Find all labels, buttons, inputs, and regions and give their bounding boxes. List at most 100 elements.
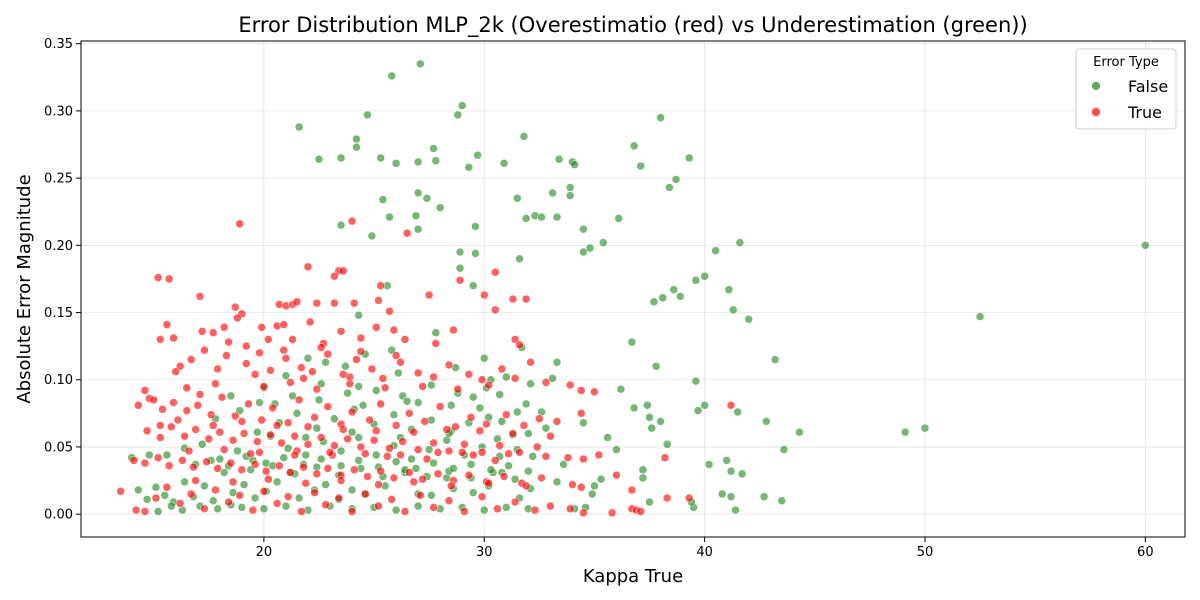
data-point-false bbox=[519, 132, 529, 141]
data-point-true bbox=[541, 452, 551, 461]
data-point-true bbox=[153, 273, 163, 282]
data-point-false bbox=[548, 188, 557, 198]
data-point-false bbox=[669, 285, 679, 294]
data-point-true bbox=[224, 497, 233, 507]
data-point-false bbox=[391, 505, 401, 515]
data-point-false bbox=[596, 474, 606, 484]
data-point-true bbox=[383, 452, 392, 461]
data-point-false bbox=[658, 293, 667, 302]
data-point-false bbox=[649, 297, 659, 307]
data-point-true bbox=[475, 426, 485, 436]
data-point-true bbox=[444, 496, 454, 505]
data-point-false bbox=[301, 450, 311, 460]
data-point-false bbox=[638, 473, 648, 483]
data-point-true bbox=[208, 328, 218, 337]
data-point-true bbox=[156, 421, 165, 430]
data-point-true bbox=[352, 355, 361, 364]
data-point-true bbox=[510, 497, 520, 507]
data-point-true bbox=[356, 442, 366, 452]
data-point-false bbox=[354, 310, 363, 320]
data-point-true bbox=[195, 292, 205, 301]
data-point-true bbox=[283, 492, 293, 501]
data-point-true bbox=[235, 491, 244, 500]
data-point-true bbox=[297, 363, 306, 372]
data-point-false bbox=[726, 466, 736, 476]
data-point-true bbox=[576, 409, 586, 418]
data-point-true bbox=[224, 337, 233, 347]
data-point-false bbox=[435, 203, 445, 212]
data-point-false bbox=[528, 452, 537, 461]
data-point-true bbox=[378, 374, 388, 383]
data-point-false bbox=[468, 488, 478, 497]
data-point-true bbox=[376, 399, 385, 409]
data-point-true bbox=[167, 422, 176, 432]
data-point-true bbox=[446, 481, 456, 491]
data-point-false bbox=[920, 423, 930, 433]
data-point-true bbox=[191, 476, 200, 485]
data-point-true bbox=[349, 298, 359, 308]
data-point-true bbox=[504, 449, 513, 458]
data-point-false bbox=[975, 312, 985, 321]
data-point-true bbox=[502, 410, 511, 419]
data-point-false bbox=[352, 142, 361, 152]
data-point-false bbox=[475, 403, 485, 413]
data-point-false bbox=[294, 122, 304, 132]
data-point-true bbox=[537, 473, 546, 483]
data-point-false bbox=[411, 464, 421, 473]
data-point-false bbox=[429, 144, 438, 153]
legend-title: Error Type bbox=[1093, 55, 1159, 70]
data-point-true bbox=[312, 298, 322, 308]
data-point-false bbox=[153, 507, 163, 516]
x-tick-label: 60 bbox=[1137, 545, 1154, 560]
data-point-false bbox=[200, 481, 209, 491]
data-point-true bbox=[405, 409, 414, 418]
data-point-true bbox=[250, 460, 260, 469]
data-point-false bbox=[294, 493, 304, 503]
data-point-true bbox=[178, 456, 187, 465]
data-point-true bbox=[330, 441, 339, 450]
data-point-true bbox=[281, 353, 291, 363]
data-point-false bbox=[735, 238, 745, 247]
data-point-false bbox=[900, 427, 910, 437]
data-point-false bbox=[391, 457, 401, 466]
data-point-true bbox=[563, 453, 573, 462]
data-point-false bbox=[795, 427, 804, 437]
data-point-true bbox=[255, 448, 264, 457]
data-point-true bbox=[389, 325, 399, 335]
data-point-true bbox=[519, 421, 529, 430]
data-point-true bbox=[140, 507, 150, 516]
data-point-false bbox=[502, 372, 511, 382]
data-point-true bbox=[211, 485, 220, 495]
grid-lines bbox=[81, 41, 1185, 537]
data-point-true bbox=[400, 335, 410, 344]
data-point-true bbox=[264, 474, 273, 484]
data-point-false bbox=[385, 212, 394, 222]
data-point-false bbox=[587, 489, 597, 499]
data-point-false bbox=[1141, 241, 1150, 250]
data-point-false bbox=[638, 465, 648, 475]
data-point-true bbox=[288, 335, 297, 344]
data-point-true bbox=[312, 469, 322, 479]
data-point-false bbox=[521, 214, 531, 223]
data-point-false bbox=[717, 489, 727, 499]
data-point-true bbox=[464, 370, 474, 379]
data-point-true bbox=[323, 349, 333, 359]
x-tick-label: 50 bbox=[917, 545, 934, 560]
data-point-false bbox=[585, 243, 595, 253]
data-point-true bbox=[396, 450, 405, 460]
data-point-true bbox=[433, 448, 443, 457]
data-point-true bbox=[482, 419, 491, 429]
data-point-true bbox=[336, 327, 346, 336]
data-point-false bbox=[627, 337, 637, 347]
data-point-false bbox=[427, 380, 436, 390]
data-point-true bbox=[422, 454, 432, 464]
data-point-true bbox=[361, 489, 370, 499]
data-point-false bbox=[480, 353, 489, 363]
data-point-false bbox=[513, 407, 522, 417]
data-point-false bbox=[449, 464, 458, 473]
data-point-false bbox=[744, 314, 753, 324]
data-point-false bbox=[726, 492, 736, 501]
data-point-true bbox=[248, 505, 258, 515]
data-point-true bbox=[303, 440, 313, 449]
